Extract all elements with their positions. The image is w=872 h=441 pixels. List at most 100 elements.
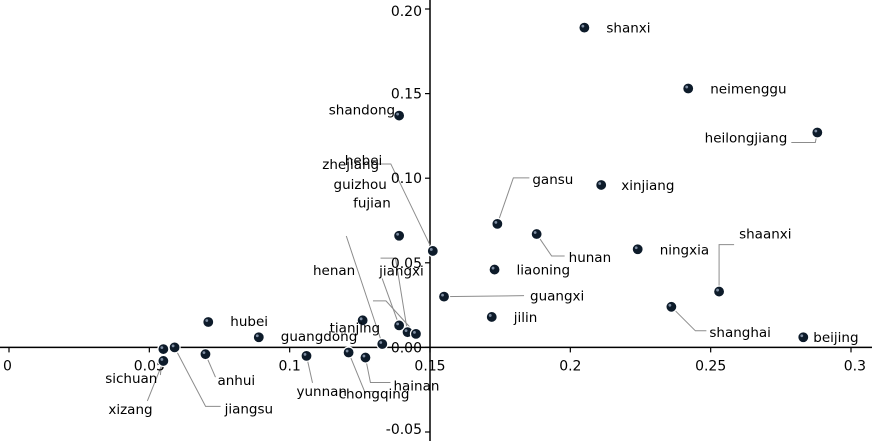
data-point-highlight [494, 220, 498, 224]
data-point-highlight [396, 232, 400, 236]
point-label-chongqing: chongqing [339, 386, 410, 402]
data-point-highlight [598, 182, 602, 185]
y-tick-label: 0.15 [391, 87, 422, 103]
leader-line-guizhou [380, 257, 409, 333]
data-point-hainan [359, 351, 372, 364]
data-point-hubei [202, 315, 215, 329]
data-point-highlight [160, 358, 164, 361]
leader-line-shaanxi [718, 244, 735, 292]
point-label-zhejiang: zhejiang [322, 157, 379, 173]
data-point-tianjing [356, 314, 369, 327]
x-tick-label: 0.2 [559, 358, 581, 374]
point-labels: shanxi neimenggu heilongjiang shandong xinji… [105, 21, 858, 418]
data-point-jilin [485, 310, 498, 324]
point-label-hunan: hunan [569, 250, 612, 266]
data-point-highlight [814, 129, 818, 133]
data-point-highlight [429, 248, 433, 251]
data-point-zhejiang [376, 337, 389, 351]
data-point-highlight [396, 322, 400, 326]
data-point-ningxia [631, 243, 644, 256]
leader-line-gansu [496, 177, 530, 225]
data-point-highlight [160, 346, 164, 349]
data-point-highlight [441, 293, 444, 297]
point-label-beijing: beijing [813, 330, 858, 346]
x-tick-label: 0.15 [414, 358, 445, 374]
leader-line-guangxi [444, 295, 525, 298]
data-point-highlight [685, 85, 689, 89]
point-label-anhui: anhui [217, 373, 255, 389]
data-point-highlight [362, 354, 366, 358]
data-point-highlight [716, 288, 719, 292]
point-label-shanxi: shanxi [606, 21, 650, 37]
leader-line-hebei [377, 163, 434, 252]
data-point-liaoning [488, 263, 501, 276]
data-point-fujian [393, 229, 406, 242]
leader-line-hainan [364, 357, 391, 384]
leader-line-henan [372, 300, 417, 335]
data-point-highlight [205, 319, 209, 322]
point-label-yunnan: yunnan [297, 384, 348, 400]
point-label-guangdong: guangdong [281, 329, 357, 345]
x-tick-label: 0.3 [844, 358, 866, 374]
data-point-neimenggu [682, 82, 695, 95]
data-point-highlight [303, 352, 307, 356]
data-point-xizang [157, 354, 170, 368]
data-point-sichuan [157, 342, 170, 356]
point-label-hainan: hainan [393, 379, 439, 395]
point-label-guizhou: guizhou [334, 177, 387, 193]
data-point-beijing [797, 331, 810, 344]
x-tick-label: 0.05 [134, 358, 165, 374]
leader-line-xizang [146, 360, 164, 402]
data-point-highlight [404, 329, 408, 333]
data-point-highlight [634, 246, 638, 250]
data-point-highlight [491, 266, 495, 270]
x-tick-label: 0.25 [695, 358, 726, 374]
data-point-highlight [413, 330, 416, 334]
data-point-shanxi [578, 21, 591, 34]
data-point-highlight [800, 334, 804, 338]
data-point-yunnan [300, 349, 313, 362]
leader-line-jiangsu [174, 347, 221, 407]
data-point-jiangsu [168, 341, 181, 354]
data-point-guangxi [437, 290, 451, 303]
data-point-highlight [396, 112, 400, 116]
leader-line-hunan [536, 233, 565, 257]
data-point-shaanxi [712, 285, 726, 298]
leader-line-jiangxi [381, 278, 400, 326]
data-point-highlight [202, 351, 206, 355]
point-label-heilongjiang: heilongjiang [705, 131, 788, 147]
point-label-jilin: jilin [513, 310, 538, 326]
point-label-tianjing: tianjing [330, 320, 381, 336]
data-point-guangdong [252, 331, 265, 344]
data-point-xinjiang [595, 178, 608, 192]
point-label-liaoning: liaoning [517, 263, 570, 279]
data-points [157, 21, 824, 368]
point-label-neimenggu: neimenggu [710, 82, 786, 98]
data-point-highlight [255, 334, 259, 338]
point-label-hubei: hubei [230, 314, 268, 330]
tick-labels: 0 0.05 0.1 0.15 0.2 0.25 0.3 -0.05 0.00 0.05 0.10 0… [3, 4, 866, 438]
point-label-shaanxi: shaanxi [739, 227, 791, 243]
data-point-highlight [581, 24, 585, 28]
x-tick-label: 0.1 [279, 358, 301, 374]
y-tick-label: 0.00 [391, 340, 422, 356]
data-point-highlight [345, 349, 349, 353]
point-label-guangxi: guangxi [530, 289, 584, 305]
point-label-xinjiang: xinjiang [621, 178, 674, 194]
point-label-shanghai: shanghai [709, 325, 771, 341]
data-point-highlight [488, 314, 492, 317]
y-tick-label: -0.05 [386, 422, 422, 438]
leader-line-zhejiang [345, 235, 383, 345]
y-tick-label: 0.10 [391, 171, 422, 187]
data-point-hunan [530, 227, 543, 241]
data-point-anhui [199, 348, 212, 361]
point-label-fujian: fujian [353, 196, 391, 212]
y-tick-label: 0.20 [391, 4, 422, 20]
data-point-heilongjiang [811, 126, 824, 139]
data-point-hebei [426, 244, 439, 258]
point-label-shandong: shandong [329, 103, 395, 119]
data-point-highlight [359, 317, 363, 321]
data-point-shanghai [665, 300, 678, 313]
